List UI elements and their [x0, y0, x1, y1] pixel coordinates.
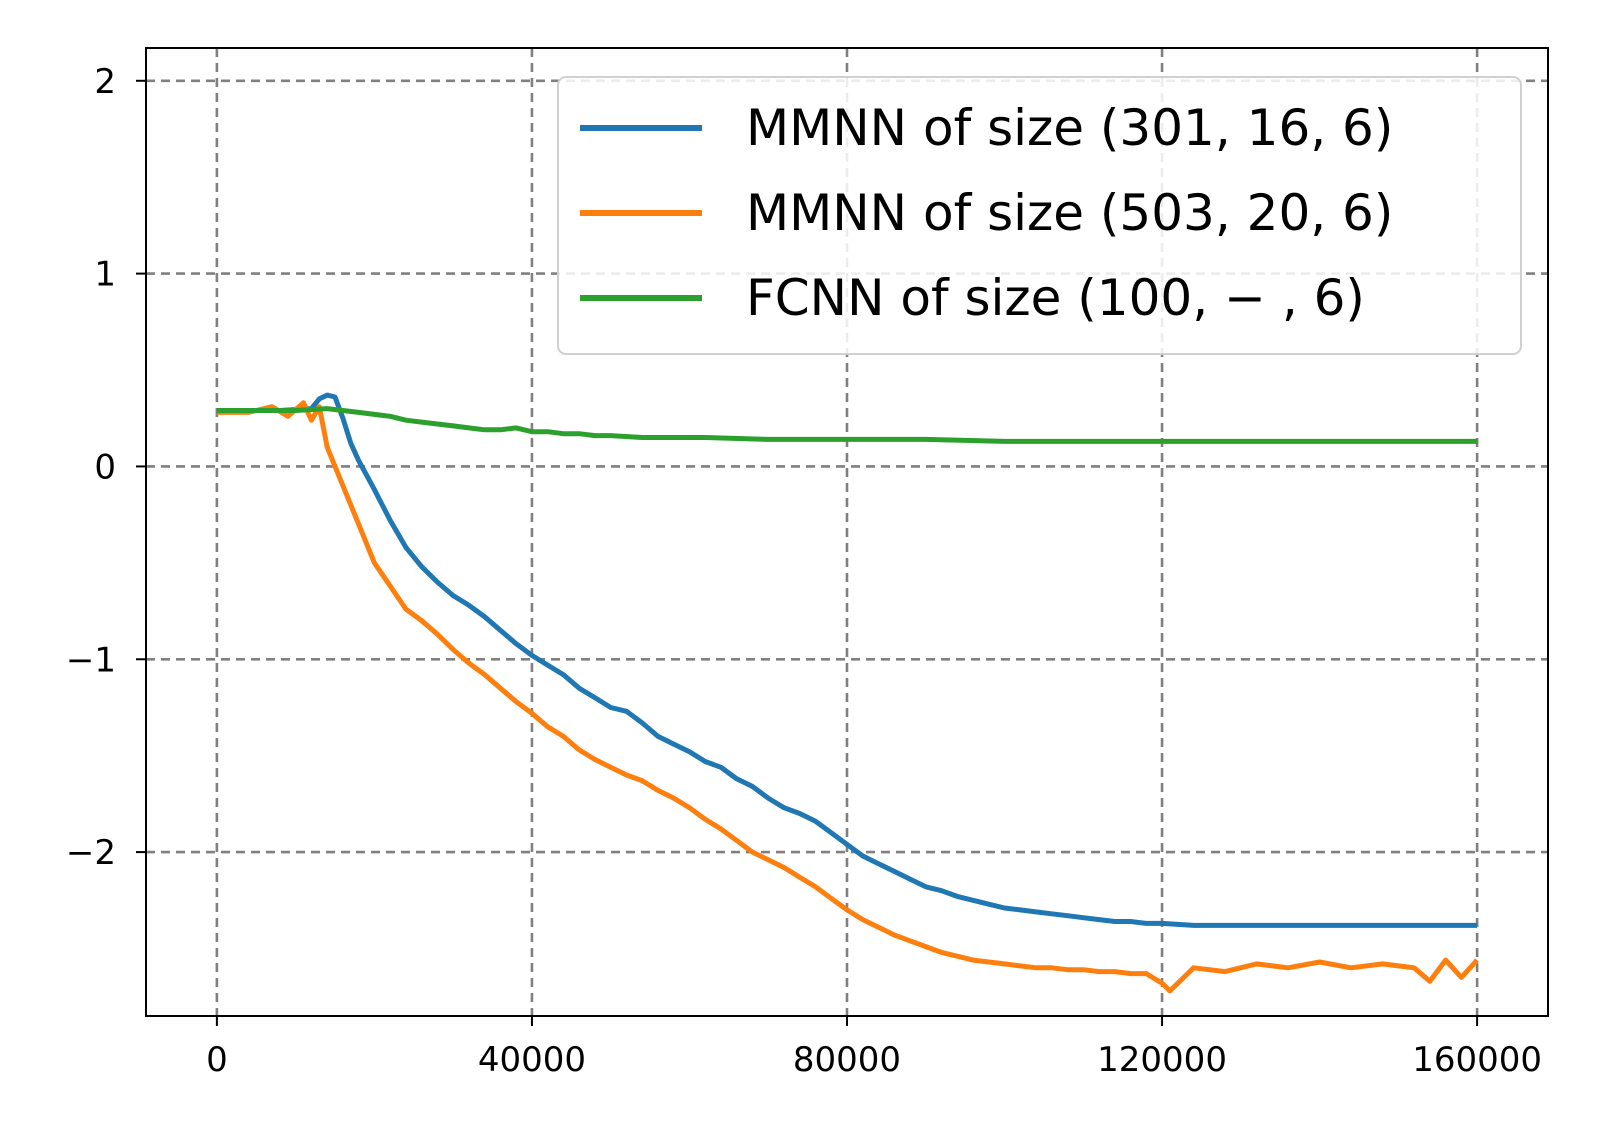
series-line-2 — [216, 400, 1479, 994]
x-tick-label: 160000 — [1412, 1040, 1542, 1080]
grid — [146, 48, 1548, 1016]
y-tick-label: 0 — [94, 447, 116, 487]
series-line-1 — [216, 392, 1478, 928]
legend-label-2: MMNN of size (503, 20, 6) — [746, 184, 1393, 242]
x-tick-label: 0 — [206, 1040, 228, 1080]
legend-label-1: MMNN of size (301, 16, 6) — [746, 99, 1393, 157]
legend-label-3: FCNN of size (100, − , 6) — [746, 269, 1365, 327]
x-tick-label: 120000 — [1097, 1040, 1227, 1080]
series-group — [216, 392, 1479, 994]
y-tick-label: −2 — [66, 833, 116, 873]
series-line-3 — [216, 406, 1478, 444]
y-tick-label: 1 — [94, 255, 116, 295]
x-tick-label: 40000 — [478, 1040, 586, 1080]
ticks: 0 40000 80000 120000 160000 2 1 0 −1 −2 — [66, 62, 1542, 1080]
x-tick-label: 80000 — [793, 1040, 901, 1080]
y-tick-label: −1 — [66, 640, 116, 680]
y-tick-label: 2 — [94, 62, 116, 102]
legend-box — [557, 76, 1522, 355]
legend: MMNN of size (301, 16, 6) MMNN of size (5… — [557, 76, 1522, 355]
